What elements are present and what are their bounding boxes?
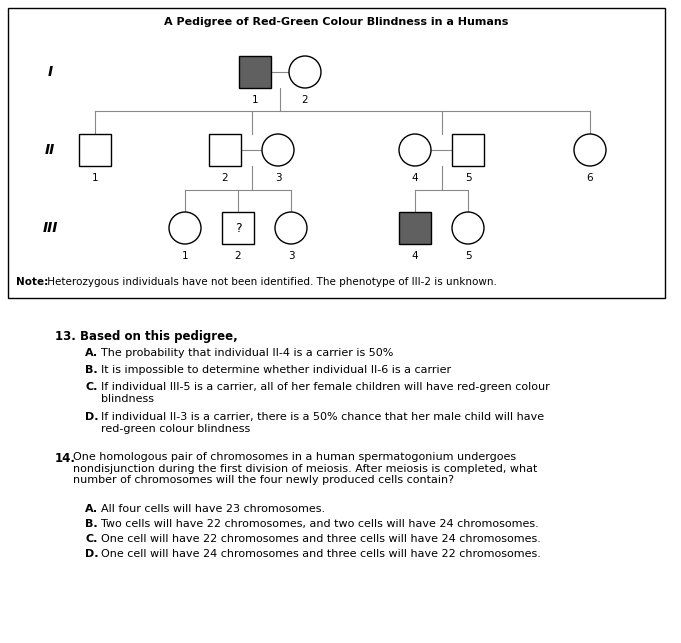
Circle shape xyxy=(262,134,294,166)
Text: ?: ? xyxy=(235,221,241,235)
Circle shape xyxy=(169,212,201,244)
Text: II: II xyxy=(45,143,55,157)
Text: C.: C. xyxy=(85,382,97,392)
Text: One homologous pair of chromosomes in a human spermatogonium undergoes
nondisjun: One homologous pair of chromosomes in a … xyxy=(73,452,537,485)
Text: One cell will have 24 chromosomes and three cells will have 22 chromosomes.: One cell will have 24 chromosomes and th… xyxy=(101,549,541,559)
Text: C.: C. xyxy=(85,534,97,544)
Text: One cell will have 22 chromosomes and three cells will have 24 chromosomes.: One cell will have 22 chromosomes and th… xyxy=(101,534,541,544)
Text: A Pedigree of Red-Green Colour Blindness in a Humans: A Pedigree of Red-Green Colour Blindness… xyxy=(164,17,509,27)
Bar xyxy=(452,134,484,166)
Text: 5: 5 xyxy=(464,173,471,183)
Text: D.: D. xyxy=(85,412,99,422)
Bar xyxy=(239,56,271,88)
Text: 1: 1 xyxy=(182,251,189,261)
Text: 2: 2 xyxy=(235,251,241,261)
Text: 1: 1 xyxy=(252,95,258,105)
Text: All four cells will have 23 chromosomes.: All four cells will have 23 chromosomes. xyxy=(101,504,325,514)
Text: I: I xyxy=(48,65,52,79)
Text: B.: B. xyxy=(85,365,97,375)
Text: 1: 1 xyxy=(92,173,98,183)
Text: 2: 2 xyxy=(302,95,308,105)
Text: 4: 4 xyxy=(412,173,418,183)
Text: The probability that individual II-4 is a carrier is 50%: The probability that individual II-4 is … xyxy=(101,348,394,358)
Bar xyxy=(209,134,241,166)
Circle shape xyxy=(289,56,321,88)
Circle shape xyxy=(399,134,431,166)
Text: 5: 5 xyxy=(464,251,471,261)
Circle shape xyxy=(452,212,484,244)
Text: If individual II-3 is a carrier, there is a 50% chance that her male child will : If individual II-3 is a carrier, there i… xyxy=(101,412,544,433)
Text: Two cells will have 22 chromosomes, and two cells will have 24 chromosomes.: Two cells will have 22 chromosomes, and … xyxy=(101,519,539,529)
Text: If individual III-5 is a carrier, all of her female children will have red-green: If individual III-5 is a carrier, all of… xyxy=(101,382,550,404)
Text: A.: A. xyxy=(85,348,98,358)
Text: 14.: 14. xyxy=(55,452,76,465)
Text: Note:: Note: xyxy=(16,277,48,287)
Bar xyxy=(8,8,665,298)
Text: 13. Based on this pedigree,: 13. Based on this pedigree, xyxy=(55,330,238,343)
Text: 2: 2 xyxy=(222,173,228,183)
Text: 6: 6 xyxy=(587,173,593,183)
Text: D.: D. xyxy=(85,549,99,559)
Bar xyxy=(79,134,111,166)
Circle shape xyxy=(574,134,606,166)
Text: 3: 3 xyxy=(287,251,294,261)
Text: A.: A. xyxy=(85,504,98,514)
Bar xyxy=(222,212,254,244)
Text: It is impossible to determine whether individual II-6 is a carrier: It is impossible to determine whether in… xyxy=(101,365,451,375)
Text: 3: 3 xyxy=(274,173,281,183)
Text: III: III xyxy=(42,221,58,235)
Bar xyxy=(399,212,431,244)
Text: 4: 4 xyxy=(412,251,418,261)
Text: Heterozygous individuals have not been identified. The phenotype of III-2 is unk: Heterozygous individuals have not been i… xyxy=(44,277,497,287)
Text: B.: B. xyxy=(85,519,97,529)
Circle shape xyxy=(275,212,307,244)
